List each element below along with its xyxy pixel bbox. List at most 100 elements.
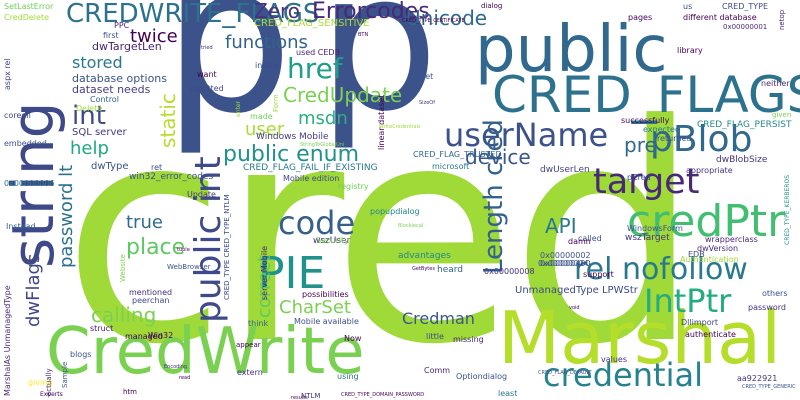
word: used CEDB <box>296 48 341 57</box>
word: possibilities <box>302 290 349 299</box>
word: Delete <box>76 104 103 113</box>
word: WebBrowser <box>167 263 211 271</box>
word: different database <box>683 13 757 22</box>
word: 0x00000008 <box>484 267 535 276</box>
word: GetBytes <box>412 266 435 272</box>
word: Update <box>187 190 216 199</box>
word: registry <box>338 182 369 191</box>
word: server Mobile <box>260 245 269 300</box>
word: Website <box>119 254 127 282</box>
word: netop <box>778 9 786 30</box>
word: public enum <box>223 142 360 167</box>
word: password lt <box>56 164 77 268</box>
word: public <box>475 13 668 87</box>
word: popupdialog <box>370 207 420 216</box>
word: dataset needs <box>72 83 151 96</box>
word: blogs <box>70 350 92 359</box>
word: Marshal <box>498 296 782 380</box>
word: called <box>578 234 602 243</box>
word: Dllimport <box>681 318 719 327</box>
word: wszUser <box>313 236 351 246</box>
word: Windows Mobile <box>256 132 329 142</box>
word: IntPtr <box>644 282 732 320</box>
word: made <box>250 112 273 121</box>
word: Now <box>344 334 362 343</box>
word: intern <box>255 61 279 70</box>
word: win32_error_codes <box>129 172 214 182</box>
word: CRED_FLAG_TRUSTED <box>413 150 502 159</box>
word: microsoft <box>432 162 470 171</box>
word: credPtr <box>627 196 786 247</box>
word: Experts <box>40 391 63 398</box>
word: dwFlags <box>23 253 44 327</box>
word: wszTarget <box>625 233 670 243</box>
word: SizeOf <box>419 100 435 106</box>
word: stored <box>72 53 123 72</box>
word: CRED_TYPE CRED_TYPE_NTLM <box>223 194 231 300</box>
word: Control <box>90 95 119 104</box>
word: htm <box>123 388 137 396</box>
word: tuple <box>177 247 190 253</box>
word: pBlob <box>650 119 753 160</box>
word: password <box>748 303 786 312</box>
word: 0x00000004 <box>538 259 589 268</box>
word: CRED_TYPE <box>722 2 769 11</box>
word: Mobile edition <box>283 174 340 183</box>
word: dialog <box>481 2 503 10</box>
word: Mobile available <box>294 317 359 326</box>
word: CRED_TYPE_GENERIC <box>742 384 796 390</box>
word: PPC <box>114 21 130 30</box>
word: actually <box>45 368 53 396</box>
word: peerchan <box>132 296 170 305</box>
word: think <box>248 319 269 328</box>
word: UnmanagedType LPWStr <box>515 285 638 296</box>
word: void <box>569 305 580 311</box>
word: Zero <box>254 0 301 23</box>
word: true <box>126 212 163 233</box>
word: tried <box>201 45 213 51</box>
word: CRED_FLAG_FAIL_IF_EXISTING <box>243 163 378 173</box>
word: Encoding <box>164 364 188 370</box>
word: device <box>465 145 531 169</box>
word: cred <box>62 61 701 400</box>
word: SetLastError <box>4 2 54 11</box>
word: support <box>583 270 614 279</box>
word: values <box>601 355 628 364</box>
word: place <box>126 235 186 260</box>
word: dwType <box>91 161 129 172</box>
word: dwUserLen <box>540 165 590 175</box>
word: EDB <box>688 250 705 259</box>
word: CRED_TYPE_CERTIFICATE <box>402 18 465 24</box>
word: CredUpdate <box>283 83 403 107</box>
word: others <box>762 289 788 298</box>
word: CharSet <box>279 297 351 318</box>
word: Authentication <box>680 255 739 264</box>
word: expected <box>643 125 681 134</box>
word: first <box>103 31 119 40</box>
word: returned <box>657 134 692 143</box>
word: p <box>318 0 439 153</box>
word: Sample <box>61 361 69 388</box>
word: struct <box>90 324 114 333</box>
word: WriteCredentials <box>379 124 421 130</box>
word: MarshalAs UnmanagedType <box>3 285 12 396</box>
word: database options <box>72 72 168 85</box>
word: little <box>426 332 444 341</box>
word: static <box>156 93 180 148</box>
word: neither <box>761 79 790 88</box>
word: authenticate <box>685 330 736 339</box>
word: damn <box>568 237 591 246</box>
word: Blocklocal <box>398 223 424 229</box>
word: wrapperclass <box>705 235 758 244</box>
word: CREDWRITE_FLAGS <box>66 0 320 29</box>
word: successfully <box>621 116 670 125</box>
word: embedded <box>4 139 47 148</box>
word: CRED_TYPE_KERBEROS <box>784 174 791 245</box>
word: dwTargetLen <box>92 40 162 53</box>
word: Credman <box>402 309 475 328</box>
word: Security <box>316 236 349 245</box>
word: int <box>72 101 106 131</box>
word: appear <box>236 341 261 349</box>
word: CRED_FLAG_SENSITIVE <box>254 18 370 29</box>
